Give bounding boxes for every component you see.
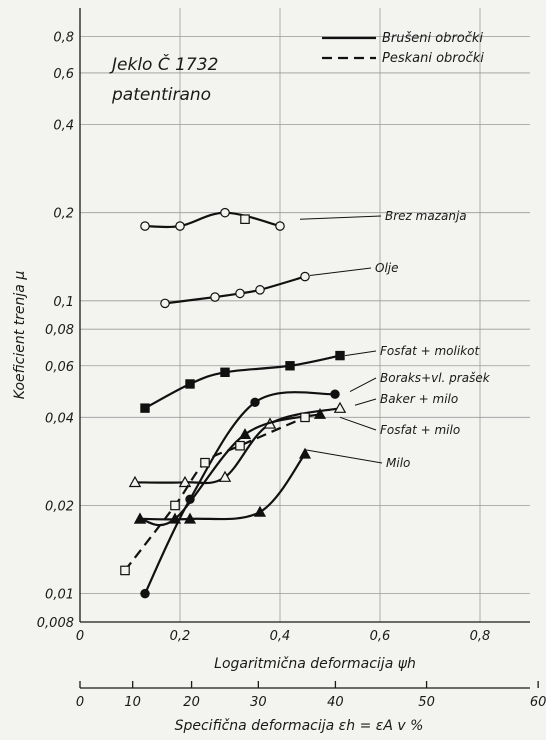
series-line-2: [164, 275, 306, 305]
y-tick-label: 0,01: [45, 588, 74, 603]
data-point-3: [220, 367, 230, 377]
annotation-leader: [344, 350, 377, 357]
data-point-4: [250, 397, 260, 408]
x-tick-label: 0: [76, 629, 84, 644]
series-line-4: [144, 391, 336, 595]
x-tick-label: 0,2: [170, 629, 191, 644]
data-point-8: [200, 457, 210, 468]
x2-tick-label: 30: [250, 695, 267, 710]
y-tick-label: 0,2: [53, 207, 74, 222]
data-point-4: [330, 389, 340, 399]
annotation-label: Milo: [386, 456, 410, 470]
data-point-3: [285, 361, 295, 371]
data-point-8: [235, 440, 245, 451]
data-point-3: [185, 379, 195, 389]
x2-tick-label: 0: [76, 695, 84, 710]
y-tick-label: 0,8: [53, 30, 74, 45]
data-point-7: [298, 447, 312, 459]
y-tick-label: 0,08: [45, 323, 74, 338]
data-point-2: [235, 288, 245, 299]
x2-tick-label: 20: [183, 695, 200, 710]
y-tick-label: 0,4: [53, 119, 74, 134]
y-axis-label: Koeficient trenja μ: [12, 271, 28, 400]
data-point-0: [175, 221, 185, 231]
annotation-label: Boraks+vl. prašek: [380, 371, 491, 385]
data-point-7: [253, 505, 267, 517]
data-point-3: [335, 350, 345, 361]
data-point-3: [140, 403, 150, 413]
annotation-label: Baker + milo: [380, 392, 458, 406]
annotation-label: Fosfat + milo: [380, 423, 460, 437]
data-point-8: [300, 412, 310, 423]
x2-tick-label: 10: [124, 695, 141, 710]
data-point-2: [300, 271, 310, 282]
y-tick-label: 0,008: [37, 616, 74, 631]
data-point-7: [183, 512, 197, 524]
annotation-leader: [339, 416, 377, 431]
series-line-6: [139, 413, 321, 527]
data-point-5: [218, 470, 232, 482]
annotation-label: Fosfat + molikot: [380, 344, 480, 358]
series-line-7: [139, 453, 306, 521]
x2-tick-label: 60: [530, 695, 546, 710]
data-point-2: [255, 285, 265, 295]
y-tick-label: 0,1: [53, 295, 74, 310]
data-point-0: [275, 221, 285, 231]
x-axis-label: Logaritmična deformacija ψh: [214, 656, 416, 672]
legend-label-solid: Brušeni obročki: [382, 31, 483, 46]
data-point-8: [120, 565, 130, 576]
x2-tick-label: 40: [327, 695, 344, 710]
annotation-label: Brez mazanja: [385, 209, 467, 223]
chart-subtitle: patentirano: [111, 85, 211, 105]
data-point-2: [160, 298, 170, 309]
data-point-2: [210, 292, 220, 302]
annotation-label: Olje: [375, 261, 399, 275]
y-tick-label: 0,04: [45, 411, 74, 426]
annotation-leader: [299, 215, 382, 220]
x2-tick-label: 50: [418, 695, 435, 710]
annotation-leader: [349, 377, 377, 392]
x-tick-label: 0,8: [470, 629, 491, 644]
y-tick-label: 0,02: [45, 499, 74, 514]
data-point-1: [240, 214, 250, 224]
legend-label-dashed: Peskani obročki: [382, 51, 484, 66]
data-point-6: [238, 428, 252, 440]
annotation-leader: [354, 398, 377, 406]
x-tick-label: 0,4: [270, 629, 291, 644]
data-point-5: [128, 475, 142, 488]
data-point-5: [178, 475, 192, 488]
y-tick-label: 0,06: [45, 360, 74, 375]
chart-title: Jeklo Č 1732: [109, 53, 218, 75]
data-point-4: [140, 588, 150, 599]
data-point-6: [313, 407, 327, 419]
series-line-3: [144, 354, 341, 410]
data-point-8: [170, 500, 180, 511]
data-point-0: [220, 207, 230, 218]
series-line-0: [144, 211, 281, 229]
data-point-0: [140, 221, 150, 231]
data-point-5: [333, 401, 347, 413]
annotation-leader: [304, 449, 383, 464]
annotation-leader: [309, 267, 372, 277]
x2-axis-label: Specifična deformacija εh = εA v %: [175, 718, 424, 734]
data-point-7: [133, 512, 147, 524]
y-tick-label: 0,6: [53, 67, 74, 82]
x-tick-label: 0,6: [370, 629, 391, 644]
